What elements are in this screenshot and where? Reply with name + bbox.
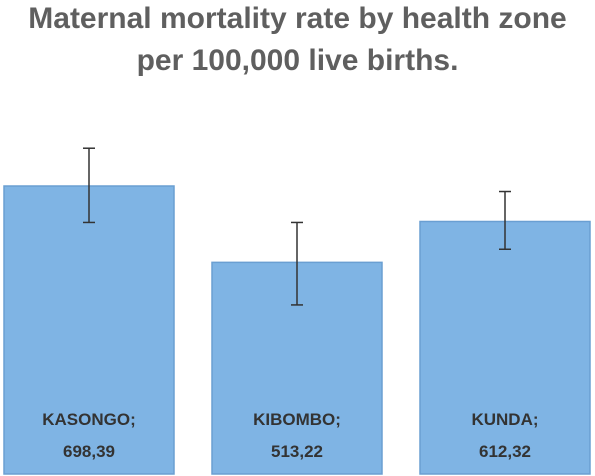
chart-title-line-1: Maternal mortality rate by health zone	[28, 2, 567, 35]
data-label-category-kasongo: KASONGO;	[42, 410, 136, 429]
chart-title-line-2: per 100,000 live births.	[136, 44, 459, 77]
error-bar-kunda	[499, 190, 511, 251]
error-bar-kasongo	[83, 147, 95, 224]
data-label-value-kunda: 612,32	[479, 442, 531, 461]
error-bar-kibombo	[291, 221, 303, 306]
bar-kasongo	[3, 185, 175, 475]
data-label-category-kunda: KUNDA;	[471, 410, 538, 429]
bar-kunda	[419, 220, 591, 475]
data-label-value-kibombo: 513,22	[271, 442, 323, 461]
data-label-category-kibombo: KIBOMBO;	[253, 410, 341, 429]
data-label-value-kasongo: 698,39	[63, 442, 115, 461]
